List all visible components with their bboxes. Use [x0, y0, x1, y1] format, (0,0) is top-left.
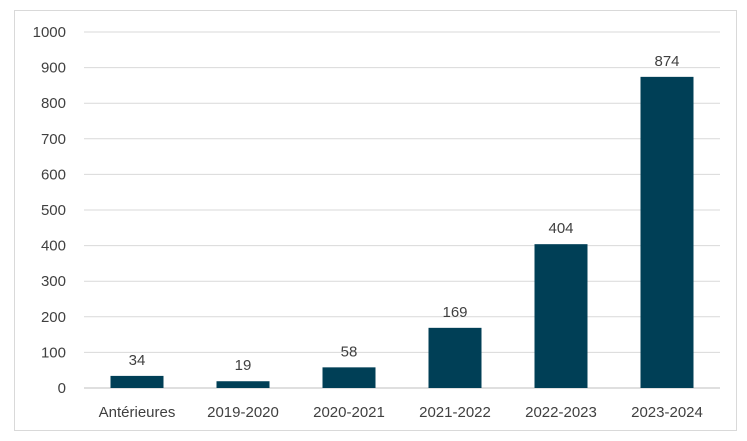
bars: [110, 76, 694, 388]
data-label-5: 874: [654, 53, 679, 70]
chart-frame: [14, 10, 737, 431]
y-tick-label-300: 300: [41, 273, 66, 290]
data-label-0: 34: [129, 352, 146, 369]
y-tick-label-900: 900: [41, 60, 66, 77]
category-label-2: 2020-2021: [313, 404, 385, 421]
labels: 0 100 200 300 400 500 600 700 800 900 1000 34 Antéri…: [33, 24, 703, 421]
data-label-4: 404: [548, 220, 573, 237]
category-label-3: 2021-2022: [419, 404, 491, 421]
category-label-4: 2022-2023: [525, 404, 597, 421]
data-label-1: 19: [235, 357, 252, 374]
y-tick-label-400: 400: [41, 238, 66, 255]
category-label-0: Antérieures: [99, 404, 176, 421]
bar-5: [640, 76, 694, 388]
y-tick-label-0: 0: [58, 380, 66, 397]
gridlines: [84, 31, 720, 389]
bar-2: [322, 367, 376, 388]
y-tick-label-100: 100: [41, 344, 66, 361]
bar-0: [110, 375, 164, 388]
category-label-1: 2019-2020: [207, 404, 279, 421]
y-tick-label-600: 600: [41, 166, 66, 183]
data-label-2: 58: [341, 343, 358, 360]
bar-1: [216, 381, 270, 388]
y-tick-label-500: 500: [41, 202, 66, 219]
y-tick-label-1000: 1000: [33, 24, 66, 41]
data-label-3: 169: [442, 304, 467, 321]
y-tick-label-200: 200: [41, 309, 66, 326]
bar-4: [534, 244, 588, 388]
bar-3: [428, 327, 482, 388]
y-tick-label-800: 800: [41, 95, 66, 112]
y-tick-label-700: 700: [41, 131, 66, 148]
category-label-5: 2023-2024: [631, 404, 703, 421]
